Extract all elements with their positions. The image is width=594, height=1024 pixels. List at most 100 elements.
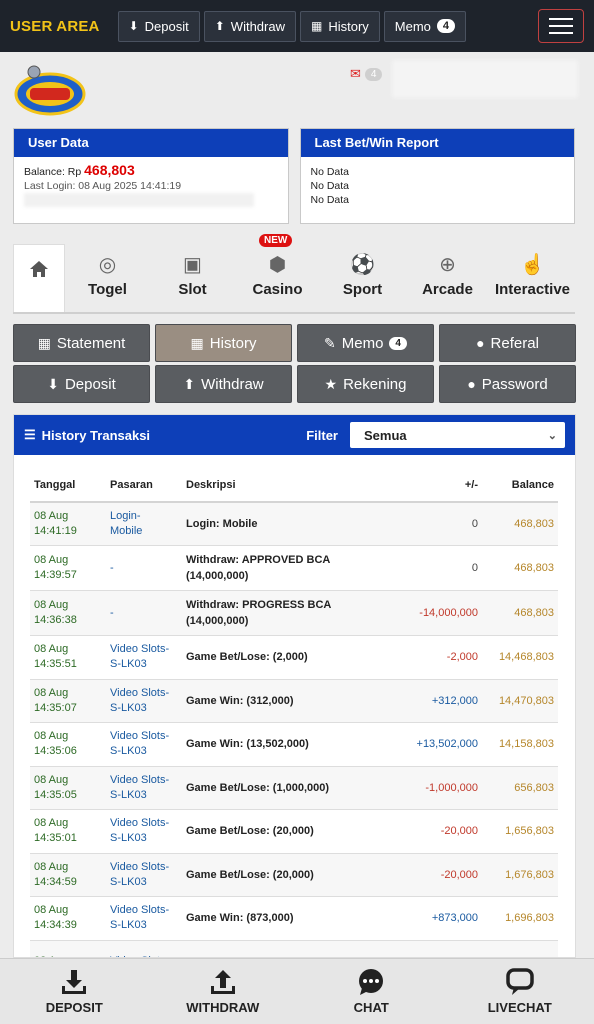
history-table-body: 08 Aug 14:41:19 Login- Mobile Login: Mobile 0… [30, 502, 558, 957]
user-data-title: User Data [14, 129, 288, 157]
table-row: 08 Aug 14:35:01 Video Slots- S-LK03 Game Bet… [30, 809, 558, 854]
filter-value: Semua [364, 427, 407, 443]
upload-icon [210, 970, 235, 994]
statement-button[interactable]: ▦ Statement [13, 324, 150, 362]
memo-count-badge: 4 [389, 336, 407, 350]
topbar-withdraw-label: Withdraw [230, 18, 285, 34]
history-header: ☰ History Transaksi Filter Semua ⌄ [14, 415, 575, 455]
row-pasaran: Video Slots- [110, 860, 170, 873]
topbar-memo-button[interactable]: Memo 4 [383, 10, 467, 42]
topbar-withdraw-button[interactable]: ⬆ Withdraw [203, 10, 296, 42]
balance-label: Balance: Rp [24, 166, 82, 178]
bottom-livechat-button[interactable]: LIVECHAT [446, 959, 594, 1024]
row-pasaran-code: S-LK03 [110, 875, 147, 888]
table-row: 08 Aug 14:39:57 - Withdraw: APPROVED BCA (1… [30, 545, 558, 591]
row-balance: 14,468,803 [482, 635, 558, 680]
row-pasaran-cell: Video Slots- S-LK03 [106, 853, 182, 897]
password-button[interactable]: ● Password [439, 365, 576, 403]
tab-slot[interactable]: ▣ Slot [150, 244, 235, 312]
row-balance: 823,803 [482, 940, 558, 957]
tab-casino[interactable]: NEW ⬢ Casino [235, 234, 320, 312]
tab-slot-label: Slot [178, 281, 207, 298]
bottom-withdraw-label: WITHDRAW [186, 1000, 260, 1015]
history-label: History [209, 334, 257, 352]
referal-button[interactable]: ● Referal [439, 324, 576, 362]
row-balance: 14,470,803 [482, 679, 558, 723]
bottom-chat-button[interactable]: CHAT [297, 959, 446, 1024]
row-date-cell: 08 Aug 14:35:01 [30, 809, 106, 854]
account-menu-grid: ▦ Statement ▦ History ✎ Memo 4 ● Referal… [13, 324, 576, 403]
bottom-withdraw-button[interactable]: WITHDRAW [149, 959, 298, 1024]
casino-icon: ⬢ [268, 254, 287, 276]
topbar-history-button[interactable]: ▦ History [299, 10, 380, 42]
row-description: Game Bet/Lose: (1,000,000) [182, 766, 390, 810]
row-pasaran-code: S-LK03 [110, 701, 147, 714]
blurred-account-info [392, 60, 578, 98]
row-pasaran: Video Slots- [110, 817, 170, 830]
table-row: 08 Aug 14:41:19 Login- Mobile Login: Mobile 0… [30, 502, 558, 546]
row-pasaran-code: S-LK03 [110, 919, 147, 932]
bottom-deposit-button[interactable]: DEPOSIT [0, 959, 149, 1024]
history-button[interactable]: ▦ History [155, 324, 292, 362]
tab-togel[interactable]: ◎ Togel [65, 244, 150, 312]
row-description: Game Win: (873,000) [182, 896, 390, 941]
edit-icon: ✎ [324, 334, 336, 351]
table-row: 08 Aug 14:35:51 Video Slots- S-LK03 Game Bet… [30, 635, 558, 680]
filter-select[interactable]: Semua ⌄ [350, 422, 565, 448]
row-amount: +13,502,000 [390, 722, 482, 767]
filter-label: Filter [306, 427, 338, 443]
topbar-deposit-label: Deposit [144, 18, 189, 34]
tab-interactive[interactable]: ☝ Interactive [490, 244, 575, 312]
last-login: Last Login: 08 Aug 2025 14:41:19 [24, 180, 182, 192]
row-date-cell: 08 Aug 14:39:57 [30, 545, 106, 591]
topbar-deposit-button[interactable]: ⬇ Deposit [117, 10, 200, 42]
rekening-button[interactable]: ★ Rekening [297, 365, 434, 403]
tab-togel-label: Togel [88, 281, 127, 298]
row-amount: 0 [390, 502, 482, 546]
row-description: Game Win: (312,000) [182, 679, 390, 723]
row-description: Withdraw: APPROVED BCA (14,000,000) [182, 545, 390, 591]
row-time: 14:34:59 [34, 875, 77, 888]
tab-arcade[interactable]: ⊕ Arcade [405, 244, 490, 312]
tab-home[interactable] [13, 244, 65, 312]
row-date: 08 Aug [34, 643, 69, 656]
row-amount: -20,000 [390, 853, 482, 897]
chat-icon [359, 969, 384, 995]
row-date-cell: 08 Aug [30, 940, 106, 957]
table-row: 08 Aug 14:34:39 Video Slots- S-LK03 Game Win… [30, 896, 558, 941]
blurred-detail [24, 193, 254, 207]
site-logo[interactable] [14, 64, 86, 116]
last-bet-line: No Data [310, 166, 350, 178]
row-date: 08 Aug [34, 599, 69, 611]
mail-count-badge: 4 [364, 67, 383, 81]
calendar-icon: ▦ [310, 19, 323, 33]
row-pasaran-cell: Video Slots- S-LK03 [106, 722, 182, 767]
tab-interactive-label: Interactive [494, 281, 571, 298]
column-header: Tanggal [30, 469, 106, 503]
withdraw-icon: ⬆ [183, 375, 196, 392]
row-pasaran-code: S-LK03 [110, 658, 147, 671]
home-icon [30, 260, 48, 277]
last-bet-card: Last Bet/Win Report No Data No Data No D… [299, 128, 575, 224]
interactive-icon: ☝ [520, 254, 545, 276]
bottom-nav: DEPOSIT WITHDRAW CHAT LIVECHAT [0, 958, 594, 1024]
deposit-label: Deposit [64, 375, 116, 393]
hamburger-menu-button[interactable] [538, 9, 584, 43]
row-balance: 1,696,803 [482, 896, 558, 941]
row-balance: 1,676,803 [482, 853, 558, 897]
mail-notification[interactable]: ✉ 4 [350, 66, 383, 82]
row-pasaran: Video Slots- [110, 686, 170, 699]
row-amount: -1,000,000 [390, 766, 482, 810]
row-pasaran: Video Slots- [110, 730, 170, 743]
row-description: Withdraw: PROGRESS BCA (14,000,000) [182, 590, 390, 636]
table-row: 08 Aug 14:35:05 Video Slots- S-LK03 Game Bet… [30, 766, 558, 810]
withdraw-button[interactable]: ⬆ Withdraw [155, 365, 292, 403]
row-time: 14:35:05 [34, 788, 77, 801]
row-amount: -14,000,000 [390, 590, 482, 636]
deposit-button[interactable]: ⬇ Deposit [13, 365, 150, 403]
tab-sport[interactable]: ⚽ Sport [320, 244, 405, 312]
deposit-icon: ⬇ [47, 375, 59, 392]
table-row: 08 Aug 14:35:07 Video Slots- S-LK03 Game Win… [30, 679, 558, 723]
memo-button[interactable]: ✎ Memo 4 [297, 324, 434, 362]
info-cards: User Data Balance: Rp 468,803 Last Login… [13, 128, 575, 224]
